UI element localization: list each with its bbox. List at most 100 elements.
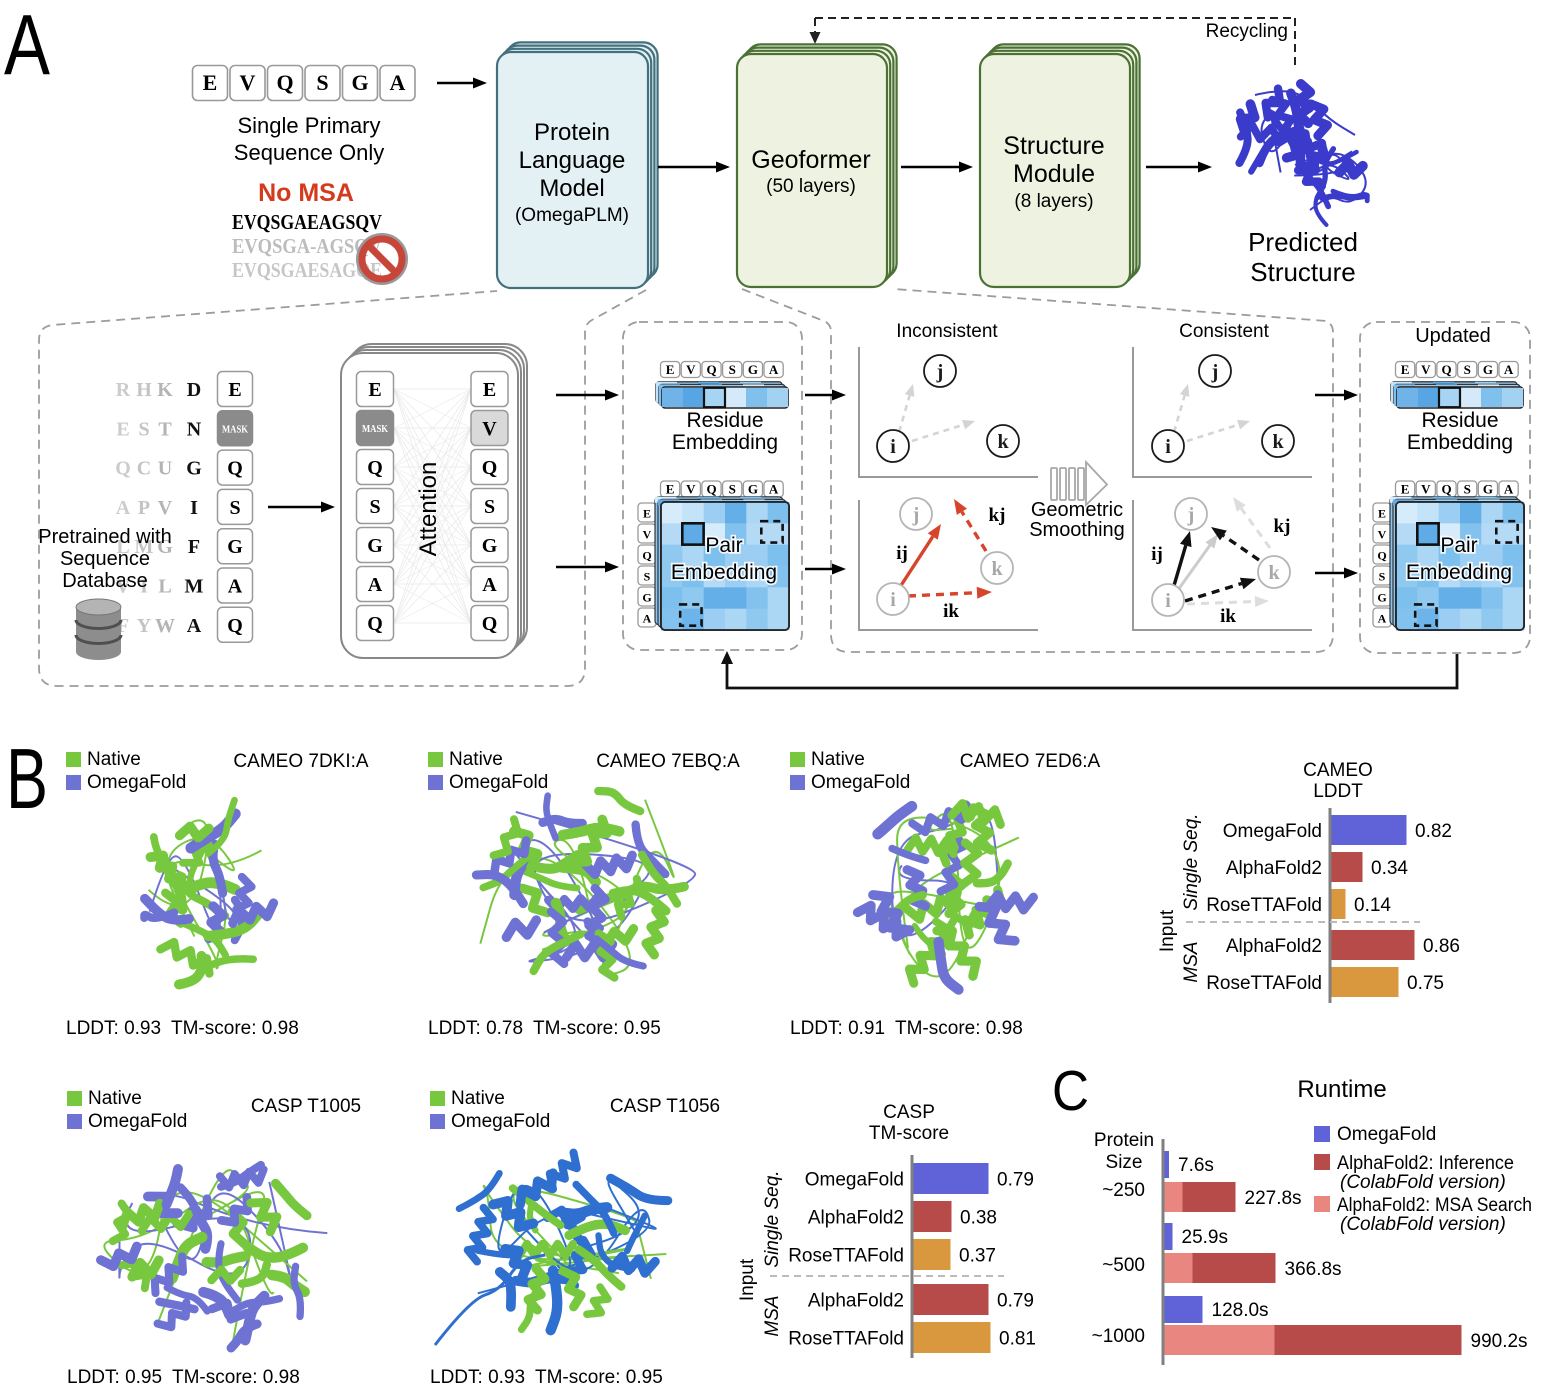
svg-text:V: V [1421, 482, 1431, 497]
svg-text:LDDT: 0.93: LDDT: 0.93 [66, 1018, 161, 1039]
svg-text:V: V [1378, 528, 1387, 542]
svg-text:Embedding: Embedding [671, 561, 777, 584]
svg-text:k: k [997, 431, 1009, 453]
svg-text:G: G [227, 536, 243, 558]
svg-text:Native: Native [88, 1088, 142, 1109]
svg-text:~1000: ~1000 [1092, 1326, 1145, 1347]
svg-text:0.37: 0.37 [959, 1246, 996, 1267]
svg-text:366.8s: 366.8s [1285, 1259, 1342, 1280]
svg-text:A: A [482, 574, 497, 596]
svg-text:kj: kj [1274, 516, 1291, 537]
svg-text:OmegaFold: OmegaFold [451, 1111, 550, 1132]
svg-text:S: S [729, 362, 736, 377]
svg-text:A: A [769, 482, 779, 497]
svg-text:LDDT: 0.78: LDDT: 0.78 [428, 1018, 523, 1039]
svg-text:Q: Q [706, 482, 716, 497]
svg-text:TM-score: TM-score [869, 1123, 949, 1144]
svg-text:Database: Database [62, 570, 148, 592]
svg-text:Input: Input [737, 1258, 758, 1301]
svg-text:Geoformer: Geoformer [751, 146, 870, 174]
svg-text:CASP: CASP [883, 1102, 935, 1123]
svg-text:Q: Q [115, 458, 131, 480]
svg-text:TM-score: 0.98: TM-score: 0.98 [171, 1018, 299, 1039]
svg-text:Input: Input [1157, 909, 1178, 952]
svg-text:U: U [158, 458, 172, 480]
svg-text:AlphaFold2: AlphaFold2 [808, 1291, 904, 1312]
svg-text:AlphaFold2: MSA Search: AlphaFold2: MSA Search [1337, 1195, 1532, 1216]
svg-text:CAMEO 7EBQ:A: CAMEO 7EBQ:A [596, 751, 740, 772]
svg-text:OmegaFold: OmegaFold [805, 1170, 904, 1191]
svg-text:E: E [1401, 482, 1410, 497]
svg-text:G: G [642, 591, 651, 605]
svg-text:CAMEO 7DKI:A: CAMEO 7DKI:A [233, 751, 368, 772]
svg-text:A: A [1504, 482, 1514, 497]
svg-text:A: A [228, 576, 243, 598]
svg-text:CASP T1056: CASP T1056 [610, 1096, 720, 1117]
svg-text:G: G [748, 482, 758, 497]
svg-text:Inconsistent: Inconsistent [896, 321, 998, 342]
svg-text:(8 layers): (8 layers) [1014, 191, 1093, 212]
svg-text:LDDT: LDDT [1313, 781, 1363, 802]
svg-text:Pair: Pair [705, 534, 742, 557]
svg-text:Single Seq.: Single Seq. [1181, 813, 1202, 910]
svg-text:V: V [643, 528, 652, 542]
svg-text:Structure: Structure [1250, 257, 1356, 287]
svg-text:S: S [1464, 362, 1471, 377]
svg-text:G: G [367, 535, 383, 557]
svg-text:T: T [158, 418, 172, 440]
svg-text:CAMEO: CAMEO [1303, 760, 1373, 781]
svg-text:k: k [1268, 562, 1280, 584]
svg-text:0.75: 0.75 [1407, 973, 1444, 994]
svg-text:M: M [185, 576, 204, 598]
svg-text:C: C [1052, 1059, 1089, 1123]
svg-text:0.79: 0.79 [997, 1170, 1034, 1191]
svg-text:0.34: 0.34 [1371, 858, 1408, 879]
svg-text:G: G [351, 70, 368, 95]
svg-text:Single Seq.: Single Seq. [762, 1170, 783, 1267]
svg-text:A: A [1378, 612, 1387, 626]
svg-text:(OmegaPLM): (OmegaPLM) [515, 205, 629, 226]
svg-text:ij: ij [896, 543, 908, 564]
svg-text:128.0s: 128.0s [1212, 1300, 1269, 1321]
svg-text:TM-score: 0.95: TM-score: 0.95 [533, 1018, 661, 1039]
svg-text:j: j [1187, 504, 1195, 526]
svg-text:A: A [769, 362, 779, 377]
svg-text:Embedding: Embedding [1406, 561, 1512, 584]
svg-text:G: G [157, 536, 173, 558]
svg-text:Language: Language [519, 147, 626, 174]
svg-text:OmegaFold: OmegaFold [87, 772, 186, 793]
svg-text:V: V [686, 482, 696, 497]
svg-text:Runtime: Runtime [1297, 1076, 1386, 1103]
svg-text:Q: Q [227, 458, 243, 480]
svg-text:V: V [686, 362, 696, 377]
svg-text:EVQSGAEAGSQV: EVQSGAEAGSQV [232, 210, 382, 234]
svg-text:Size: Size [1106, 1152, 1143, 1173]
svg-text:S: S [1379, 570, 1386, 584]
svg-text:I: I [190, 497, 198, 519]
svg-text:Protein: Protein [534, 119, 610, 146]
svg-text:N: N [187, 418, 202, 440]
svg-text:Q: Q [1441, 482, 1451, 497]
svg-text:V: V [240, 70, 256, 95]
svg-text:S: S [1464, 482, 1471, 497]
svg-text:E: E [643, 507, 651, 521]
svg-text:kj: kj [989, 505, 1006, 526]
svg-text:Q: Q [367, 613, 383, 635]
svg-text:Q: Q [706, 362, 716, 377]
svg-text:j: j [936, 361, 944, 383]
svg-text:S: S [369, 496, 380, 518]
svg-text:ik: ik [943, 601, 959, 622]
svg-text:Pair: Pair [1440, 534, 1477, 557]
svg-text:E: E [666, 482, 675, 497]
svg-text:OmegaFold: OmegaFold [1337, 1124, 1436, 1145]
svg-text:S: S [644, 570, 651, 584]
svg-text:L: L [116, 536, 129, 558]
svg-text:Q: Q [276, 70, 293, 95]
svg-text:0.79: 0.79 [997, 1291, 1034, 1312]
svg-text:E: E [368, 379, 381, 401]
svg-text:Q: Q [482, 457, 498, 479]
svg-text:Predicted: Predicted [1248, 227, 1358, 257]
svg-text:i: i [1165, 590, 1171, 612]
svg-text:Native: Native [87, 749, 141, 770]
svg-text:k: k [991, 558, 1003, 580]
